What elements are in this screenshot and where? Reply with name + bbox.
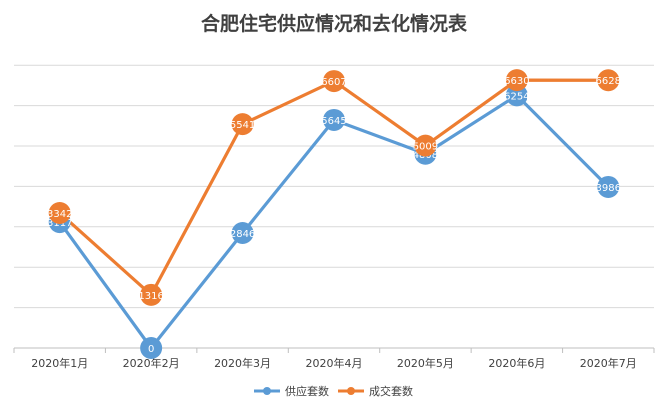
data-point	[231, 222, 254, 245]
series-line-0	[58, 93, 610, 350]
x-axis: 2020年1月 2020年2月 2020年3月 2020年4月 2020年5月 2020年…	[13, 347, 655, 370]
data-point	[505, 69, 528, 92]
data-label: 3986	[596, 183, 621, 194]
legend-label: 成交套数	[369, 384, 413, 398]
data-label: 3342	[47, 209, 72, 220]
data-label: 5541	[230, 120, 255, 131]
x-tick-label: 2020年7月	[580, 356, 637, 370]
data-point	[323, 108, 345, 131]
data-point	[597, 69, 620, 92]
x-tick-label: 2020年3月	[214, 356, 271, 370]
x-tick-label: 2020年1月	[31, 356, 88, 370]
legend-marker	[263, 387, 271, 395]
legend-label: 供应套数	[285, 384, 329, 398]
chart-title: 合肥住宅供应情况和去化情况表	[201, 12, 468, 35]
x-tick-label: 2020年6月	[488, 356, 545, 370]
legend-marker	[347, 387, 355, 395]
data-point	[140, 283, 163, 306]
data-label: 6628	[596, 76, 621, 87]
x-tick-label: 2020年5月	[397, 356, 454, 370]
data-point	[231, 113, 254, 136]
data-point	[140, 337, 163, 359]
data-point	[597, 175, 620, 198]
data-point	[505, 84, 528, 107]
data-label: 1316	[138, 291, 163, 302]
gridlines	[14, 64, 654, 309]
legend: 供应套数 成交套数	[254, 384, 413, 398]
data-point	[48, 201, 71, 224]
series-layer: 3117028465645480862543986334213165541660…	[47, 69, 621, 359]
data-label: 2846	[230, 229, 255, 240]
x-tick-label: 2020年4月	[306, 356, 363, 370]
data-label: 0	[148, 344, 154, 355]
data-label: 6254	[504, 91, 529, 102]
data-point	[323, 70, 345, 93]
data-label: 5009	[413, 142, 438, 153]
data-label: 5645	[321, 116, 346, 127]
data-label: 6607	[321, 77, 346, 88]
x-tick-label: 2020年2月	[123, 356, 180, 370]
data-label: 6630	[504, 76, 529, 87]
data-point	[414, 134, 437, 157]
